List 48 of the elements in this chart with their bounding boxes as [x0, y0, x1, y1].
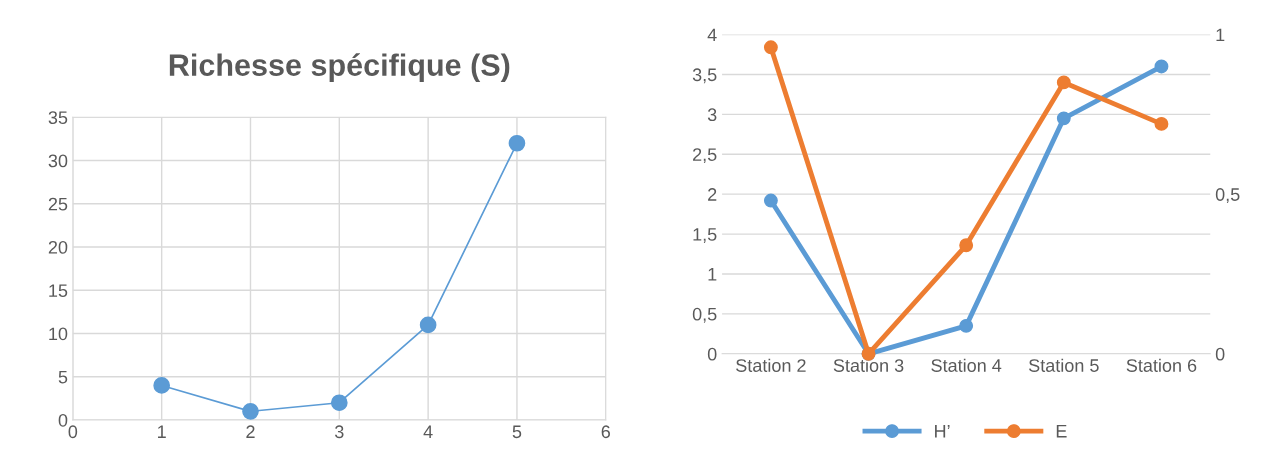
- x-tick-label: Station 2: [736, 358, 806, 372]
- y-tick-label: 0,5: [692, 307, 717, 323]
- point: [763, 40, 778, 55]
- x-tick-label: 3: [334, 425, 344, 439]
- y-tick-label: 3: [707, 108, 717, 122]
- legend-label: H’: [935, 424, 950, 438]
- point: [763, 193, 778, 208]
- x-tick-label: 1: [158, 425, 166, 438]
- y-tick-label: 2,5: [693, 148, 717, 164]
- y-tick-label: 25: [48, 197, 68, 211]
- point: [1056, 111, 1071, 126]
- x-tick-label: Station 3: [833, 358, 904, 372]
- x-tick-label: Station 4: [931, 358, 1002, 372]
- x-tick-label: 0: [68, 425, 78, 439]
- x-tick-label: 2: [246, 425, 255, 438]
- y-tick-label: 3,5: [692, 68, 717, 84]
- y-tick-label: 0: [707, 347, 717, 361]
- y-tick-label: 4: [707, 28, 717, 42]
- y-tick-label: 2: [708, 188, 717, 201]
- point: [1154, 59, 1169, 74]
- x-tick-label: Station 5: [1029, 358, 1099, 372]
- x-tick-label: Station 6: [1126, 358, 1197, 372]
- point: [959, 238, 974, 253]
- y-tick-label: 30: [48, 154, 68, 168]
- point: [242, 403, 259, 420]
- y-tick-label: 1: [708, 268, 717, 281]
- y2-tick-label: 1: [1216, 28, 1225, 42]
- y-tick-label: 1,5: [693, 228, 717, 243]
- point: [1056, 75, 1071, 90]
- chart-title: Richesse spécifique (S): [169, 53, 510, 82]
- point: [1154, 116, 1169, 131]
- point: [508, 134, 526, 152]
- y2-tick-label: 0: [1215, 347, 1225, 361]
- point: [419, 316, 437, 334]
- y-tick-label: 10: [49, 327, 68, 341]
- y-tick-label: 0: [58, 413, 68, 427]
- point: [959, 318, 974, 333]
- y-tick-label: 35: [48, 111, 68, 125]
- x-tick-label: 4: [423, 425, 433, 438]
- point: [153, 377, 171, 394]
- legend-label: E: [1056, 424, 1067, 438]
- y2-tick-label: 0,5: [1215, 188, 1240, 204]
- x-tick-label: 6: [601, 425, 610, 439]
- y-tick-label: 5: [58, 370, 68, 384]
- y-tick-label: 15: [49, 284, 68, 298]
- x-tick-label: 5: [512, 425, 522, 439]
- point: [330, 394, 348, 412]
- y-tick-label: 20: [48, 240, 68, 254]
